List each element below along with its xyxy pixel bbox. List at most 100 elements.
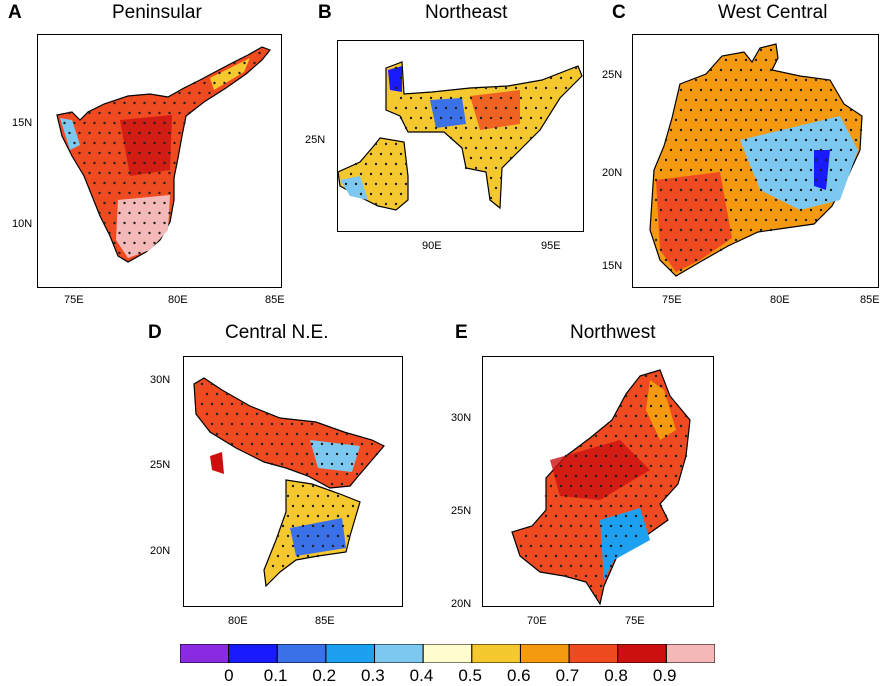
x-tick: 70E <box>527 615 547 627</box>
stipple-dot <box>684 98 688 102</box>
stipple-dots <box>654 48 863 272</box>
stipple-dot <box>764 178 768 182</box>
stipple-dot <box>524 534 528 538</box>
stipple-dot <box>340 482 344 486</box>
stipple-dot <box>325 432 329 436</box>
stipple-dot <box>93 141 96 145</box>
stipple-dot <box>529 544 533 548</box>
stipple-dot <box>759 68 763 72</box>
stipple-dot <box>295 432 299 436</box>
stipple-dot <box>569 524 573 528</box>
stipple-dot <box>504 146 508 150</box>
stipple-dot <box>280 422 284 426</box>
stipple-dot <box>158 211 161 215</box>
stipple-dot <box>280 442 284 446</box>
stipple-dot <box>270 422 274 426</box>
stipple-dot <box>286 494 290 498</box>
stipple-dot <box>624 434 628 438</box>
stipple-dot <box>579 444 583 448</box>
stipple-dot <box>198 91 201 95</box>
stipple-dot <box>789 88 793 92</box>
stipple-dot <box>281 524 285 528</box>
stipple-dot <box>183 121 186 125</box>
stipple-dot <box>714 178 718 182</box>
stipple-dot <box>744 58 748 62</box>
stipple-dot <box>819 128 823 132</box>
stipple-dot <box>824 198 828 202</box>
stipple-dot <box>744 98 748 102</box>
stipple-dot <box>799 148 803 152</box>
stipple-dots <box>394 66 578 200</box>
panel-label: E <box>455 322 468 343</box>
stipple-dot <box>799 128 803 132</box>
stipple-dot <box>409 96 413 100</box>
stipple-dot <box>163 181 166 185</box>
stipple-dot <box>138 131 141 135</box>
stipple-dot <box>326 494 330 498</box>
stipple-dot <box>534 86 538 90</box>
stipple-dot <box>704 138 708 142</box>
stipple-dot <box>360 462 364 466</box>
stipple-dot <box>694 258 698 262</box>
stipple-dot <box>349 172 353 176</box>
stipple-dot <box>604 534 608 538</box>
stipple-dot <box>709 208 713 212</box>
stipple-dot <box>143 101 146 105</box>
stipple-dot <box>669 188 673 192</box>
warm-patch <box>210 452 224 474</box>
stipple-dot <box>296 514 300 518</box>
stipple-dot <box>549 544 553 548</box>
stipple-dot <box>143 121 146 125</box>
stipple-dot <box>369 192 373 196</box>
map-frame <box>482 356 714 607</box>
stipple-dot <box>589 524 593 528</box>
stipple-dot <box>719 68 723 72</box>
stipple-dot <box>123 121 126 125</box>
stipple-dot <box>394 106 398 110</box>
stipple-dot <box>784 98 788 102</box>
stipple-dot <box>629 404 633 408</box>
stipple-dot <box>123 141 126 145</box>
stipple-dot <box>208 91 211 95</box>
stipple-dot <box>464 146 468 150</box>
stipple-dot <box>444 106 448 110</box>
stipple-dot <box>574 514 578 518</box>
stipple-dot <box>784 158 788 162</box>
stipple-dot <box>359 192 363 196</box>
stipple-dot <box>669 128 673 132</box>
stipple-dot <box>579 544 583 548</box>
stipple-dot <box>539 564 543 568</box>
stipple-dot <box>584 554 588 558</box>
stipple-dot <box>809 108 813 112</box>
stipple-dot <box>300 462 304 466</box>
stipple-dot <box>729 128 733 132</box>
stipple-dot <box>98 211 101 215</box>
stipple-dots <box>63 51 261 255</box>
stipple-dot <box>604 434 608 438</box>
stipple-dot <box>549 76 553 80</box>
stipple-dot <box>679 188 683 192</box>
stipple-dot <box>484 106 488 110</box>
stipple-dot <box>128 111 131 115</box>
stipple-dot <box>589 584 593 588</box>
stipple-dot <box>814 218 818 222</box>
stipple-dot <box>769 108 773 112</box>
stipple-dot <box>844 158 848 162</box>
stipple-dot <box>153 221 156 225</box>
stipple-dot <box>331 524 335 528</box>
stipple-dot <box>739 148 743 152</box>
stipple-dot <box>153 141 156 145</box>
stipple-dot <box>374 202 378 206</box>
stipple-dot <box>814 98 818 102</box>
stipple-dot <box>228 71 231 75</box>
stipple-dot <box>444 126 448 130</box>
stipple-dot <box>113 221 116 225</box>
stipple-dot <box>301 544 305 548</box>
stipple-dot <box>564 574 568 578</box>
stipple-dot <box>764 118 768 122</box>
colorbar-label: 0.5 <box>458 666 482 685</box>
stipple-dot <box>639 464 643 468</box>
stipple-dot <box>163 161 166 165</box>
stipple-dot <box>714 138 718 142</box>
